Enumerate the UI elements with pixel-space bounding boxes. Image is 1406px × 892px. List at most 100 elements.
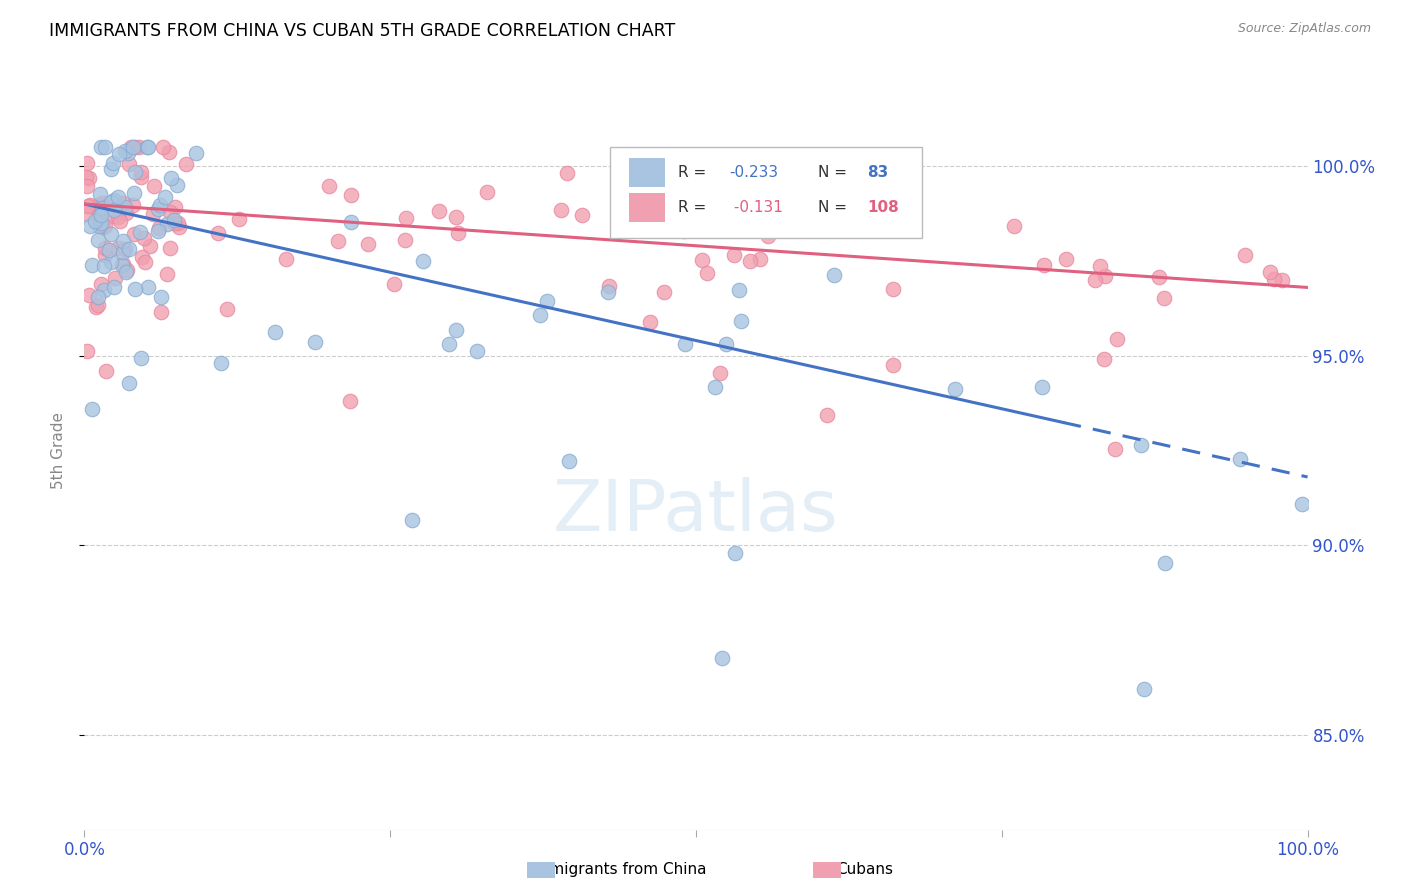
- Point: [77, 198, 100, 212]
- Point: [714, 337, 737, 351]
- Point: [882, 282, 904, 296]
- Point: [536, 294, 558, 309]
- Point: [91, 196, 114, 211]
- Point: [475, 185, 498, 199]
- Point: [122, 227, 145, 242]
- Point: [167, 219, 190, 234]
- Text: IMMIGRANTS FROM CHINA VS CUBAN 5TH GRADE CORRELATION CHART: IMMIGRANTS FROM CHINA VS CUBAN 5TH GRADE…: [49, 22, 675, 40]
- Point: [131, 351, 153, 366]
- Point: [108, 213, 131, 227]
- Point: [318, 178, 340, 193]
- Point: [136, 279, 159, 293]
- Text: Source: ZipAtlas.com: Source: ZipAtlas.com: [1237, 22, 1371, 36]
- Point: [228, 212, 250, 227]
- Point: [748, 252, 770, 267]
- Point: [264, 325, 287, 339]
- Point: [395, 211, 418, 225]
- Point: [93, 283, 115, 297]
- Point: [103, 202, 125, 217]
- Point: [160, 171, 183, 186]
- Point: [1229, 451, 1251, 466]
- Point: [94, 140, 117, 154]
- Point: [94, 364, 117, 378]
- Point: [79, 171, 101, 186]
- Point: [728, 283, 751, 297]
- Point: [117, 262, 139, 277]
- Point: [107, 241, 129, 255]
- Point: [550, 202, 572, 217]
- Text: Immigrants from China: Immigrants from China: [530, 863, 707, 877]
- Point: [1084, 273, 1107, 287]
- Point: [943, 382, 966, 396]
- Point: [100, 255, 122, 269]
- Point: [76, 207, 98, 221]
- Point: [134, 254, 156, 268]
- Point: [148, 221, 170, 235]
- Point: [446, 323, 468, 337]
- Point: [1147, 269, 1170, 284]
- Point: [80, 401, 103, 416]
- Point: [124, 165, 146, 179]
- Point: [139, 239, 162, 253]
- Point: [136, 140, 159, 154]
- Point: [429, 204, 451, 219]
- Point: [93, 219, 115, 233]
- Point: [132, 230, 155, 244]
- Point: [571, 208, 593, 222]
- Point: [156, 267, 179, 281]
- Point: [1129, 438, 1152, 452]
- Point: [90, 208, 112, 222]
- Point: [114, 242, 136, 256]
- Text: N =: N =: [818, 201, 852, 215]
- Point: [709, 366, 731, 380]
- Point: [167, 216, 190, 230]
- Point: [1092, 351, 1115, 366]
- Point: [467, 343, 489, 358]
- Point: [103, 156, 125, 170]
- Point: [1291, 497, 1313, 511]
- Point: [163, 201, 186, 215]
- Point: [101, 210, 124, 224]
- Point: [129, 165, 152, 179]
- Y-axis label: 5th Grade: 5th Grade: [51, 412, 66, 489]
- Point: [115, 206, 138, 220]
- Point: [108, 147, 131, 161]
- Point: [128, 140, 150, 154]
- Point: [654, 213, 676, 227]
- Point: [86, 290, 108, 304]
- Point: [76, 343, 98, 358]
- Point: [184, 146, 207, 161]
- Text: Cubans: Cubans: [837, 863, 893, 877]
- Point: [84, 300, 107, 314]
- Point: [93, 220, 115, 235]
- Bar: [628, 194, 665, 222]
- Point: [146, 202, 169, 216]
- Text: 83: 83: [868, 165, 889, 179]
- FancyBboxPatch shape: [610, 147, 922, 238]
- Point: [163, 213, 186, 227]
- Point: [1271, 273, 1294, 287]
- Point: [148, 197, 170, 211]
- Point: [76, 156, 98, 170]
- Point: [730, 313, 752, 327]
- Point: [676, 216, 699, 230]
- Point: [1054, 252, 1077, 267]
- Point: [76, 178, 98, 193]
- Point: [207, 226, 229, 240]
- Point: [882, 359, 904, 373]
- Point: [131, 250, 153, 264]
- Point: [111, 258, 134, 272]
- Point: [117, 146, 139, 161]
- Point: [217, 302, 239, 317]
- Point: [1002, 219, 1025, 233]
- Bar: [628, 158, 665, 186]
- Point: [93, 260, 115, 274]
- Text: R =: R =: [678, 165, 711, 179]
- Point: [87, 208, 110, 222]
- Point: [1094, 268, 1116, 283]
- Point: [159, 145, 181, 159]
- Point: [121, 140, 143, 154]
- Point: [111, 234, 134, 248]
- Point: [1258, 265, 1281, 279]
- Point: [103, 270, 125, 285]
